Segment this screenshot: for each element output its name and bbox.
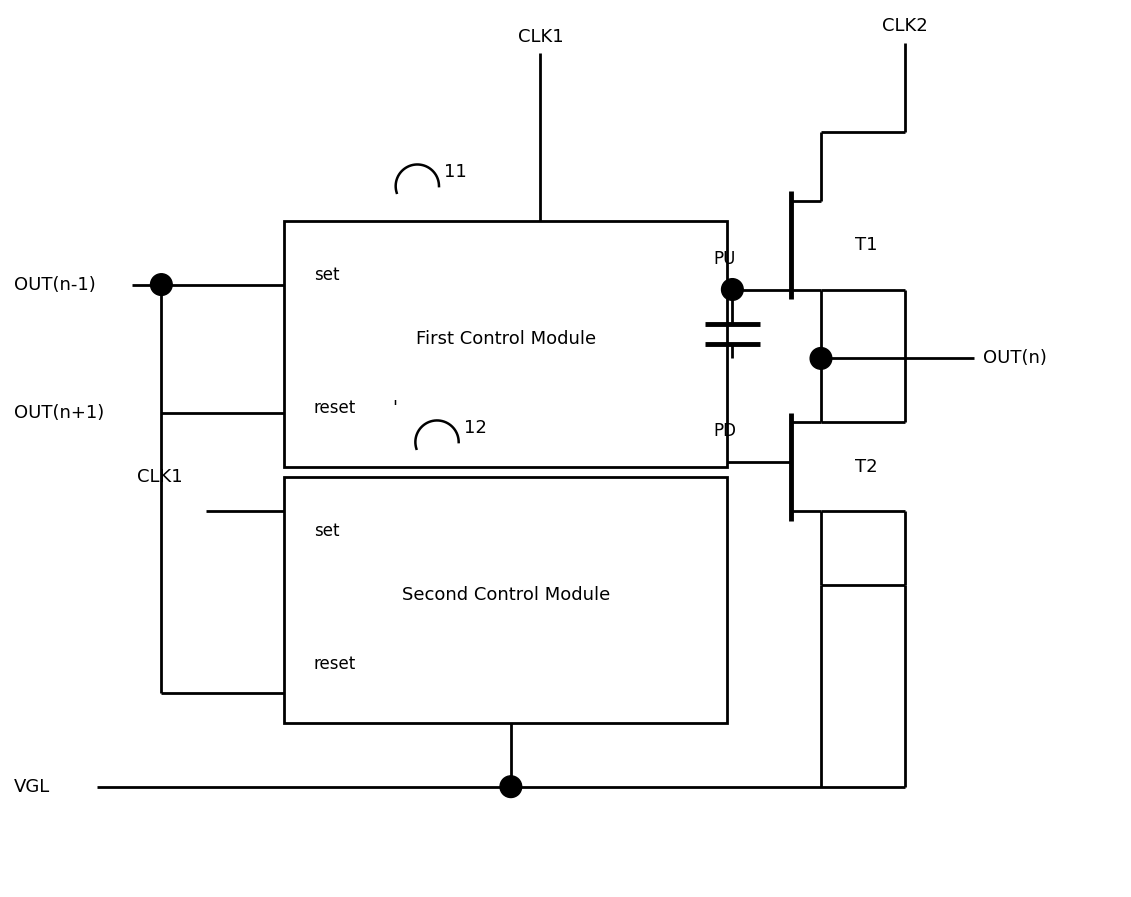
- Circle shape: [810, 347, 831, 370]
- Text: OUT(n+1): OUT(n+1): [14, 404, 104, 422]
- Text: 11: 11: [443, 163, 467, 181]
- Circle shape: [500, 776, 521, 797]
- Text: set: set: [314, 266, 339, 283]
- Bar: [284, 221, 727, 466]
- Text: set: set: [314, 522, 339, 540]
- Text: ': ': [392, 398, 398, 416]
- Text: CLK1: CLK1: [518, 29, 563, 47]
- Text: PD: PD: [713, 422, 736, 440]
- Text: PU: PU: [714, 250, 735, 268]
- Circle shape: [722, 279, 743, 300]
- Text: OUT(n): OUT(n): [984, 350, 1047, 368]
- Text: 12: 12: [464, 419, 486, 437]
- Text: T2: T2: [855, 457, 878, 475]
- Bar: [284, 476, 727, 723]
- Circle shape: [150, 274, 172, 295]
- Text: OUT(n-1): OUT(n-1): [14, 275, 95, 293]
- Text: VGL: VGL: [14, 778, 50, 796]
- Text: T1: T1: [855, 236, 878, 254]
- Text: reset: reset: [314, 398, 356, 416]
- Text: CLK1: CLK1: [137, 467, 182, 485]
- Text: reset: reset: [314, 655, 356, 673]
- Text: Second Control Module: Second Control Module: [402, 586, 610, 604]
- Text: First Control Module: First Control Module: [416, 330, 596, 348]
- Text: CLK2: CLK2: [882, 18, 927, 36]
